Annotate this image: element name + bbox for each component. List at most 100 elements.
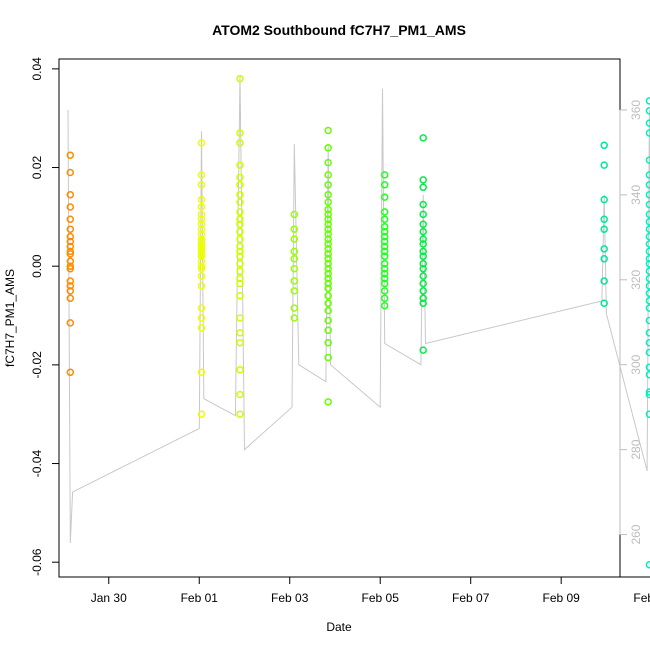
- data-point-flight-feb01: [197, 240, 206, 248]
- y-axis-label: fC7H7_PM1_AMS: [3, 269, 17, 367]
- x-axis: Jan 30 Feb 01 Feb 03 Feb 05 Feb 07 Feb 09 Feb …: [91, 576, 650, 605]
- data-point-flight-feb04: [324, 264, 332, 273]
- data-point-flight-feb10: [600, 225, 608, 233]
- data-point-flight-jan29: [66, 247, 75, 256]
- x-tick-label: Feb 07: [452, 591, 490, 605]
- data-point-flight-feb01: [197, 242, 206, 251]
- data-point-flight-feb04: [324, 299, 332, 307]
- data-point-flight-feb04: [324, 240, 332, 248]
- secondary-y-axis: 260 280 300 320 340 360: [619, 100, 643, 545]
- data-point-flight-feb02: [236, 161, 244, 169]
- data-point-flight-feb02: [236, 74, 244, 83]
- data-point-flight-feb06: [419, 252, 427, 261]
- data-point-flight-feb01: [197, 230, 206, 238]
- data-point-flight-feb02: [236, 181, 244, 189]
- data-point-flight-feb03: [290, 235, 299, 243]
- data-point-flight-feb05: [380, 269, 389, 278]
- data-point-flight-feb11: [645, 390, 650, 399]
- x-tick-label: Feb 05: [362, 591, 400, 605]
- secondary-y-tick-label: 300: [629, 354, 643, 374]
- data-point-flight-feb04: [324, 269, 332, 278]
- data-point-flight-feb05: [380, 259, 389, 268]
- data-point-flight-feb02: [236, 242, 244, 251]
- data-point-flight-feb02: [236, 247, 244, 256]
- y-tick-label: 0.04: [30, 57, 44, 81]
- data-point-flight-feb11: [645, 200, 650, 209]
- altitude-trace-layer: [67, 75, 650, 544]
- data-point-flight-feb03: [290, 210, 299, 219]
- data-point-flight-feb04: [324, 198, 332, 206]
- data-point-flight-jan29: [66, 151, 75, 159]
- data-point-flight-feb04: [324, 338, 332, 347]
- data-point-flight-feb06: [419, 183, 427, 192]
- data-point-flight-feb05: [380, 287, 389, 295]
- data-point-flight-feb01: [197, 250, 206, 258]
- secondary-y-tick-label: 260: [629, 524, 643, 544]
- data-point-flight-jan29: [66, 203, 75, 211]
- data-points-layer: [66, 74, 650, 569]
- data-point-flight-feb04: [324, 353, 332, 362]
- data-point-flight-feb06: [419, 346, 427, 354]
- data-point-flight-feb04: [324, 306, 332, 315]
- data-point-flight-feb04: [324, 274, 332, 283]
- data-point-flight-jan29: [66, 232, 75, 241]
- data-point-flight-feb10: [600, 299, 608, 307]
- data-point-flight-feb11: [645, 363, 650, 372]
- data-point-flight-feb03: [290, 304, 299, 312]
- data-point-flight-feb02: [236, 329, 244, 337]
- data-point-flight-feb11: [645, 156, 650, 164]
- data-point-flight-feb11: [645, 259, 650, 268]
- data-point-flight-feb01: [197, 282, 206, 290]
- data-point-flight-feb05: [380, 208, 389, 216]
- data-point-flight-feb01: [197, 237, 206, 246]
- data-point-flight-feb05: [380, 227, 389, 236]
- data-point-flight-feb06: [419, 299, 427, 307]
- data-point-flight-feb11: [645, 171, 650, 179]
- data-point-flight-jan29: [66, 225, 75, 233]
- data-point-flight-feb04: [324, 235, 332, 243]
- data-point-flight-feb03: [290, 287, 299, 295]
- data-point-flight-jan29: [66, 294, 75, 303]
- data-point-flight-feb01: [197, 314, 206, 322]
- data-point-flight-feb02: [236, 279, 244, 288]
- data-point-flight-jan29: [66, 257, 75, 266]
- data-point-flight-feb05: [380, 247, 389, 256]
- data-point-flight-feb06: [419, 247, 427, 256]
- secondary-y-tick-label: 320: [629, 269, 643, 289]
- chart-title: ATOM2 Southbound fC7H7_PM1_AMS: [212, 22, 466, 38]
- data-point-flight-feb05: [380, 181, 389, 189]
- data-point-flight-feb04: [324, 255, 332, 263]
- secondary-y-tick-label: 360: [629, 100, 643, 120]
- data-point-flight-feb04: [324, 181, 332, 189]
- data-point-flight-feb02: [236, 227, 244, 236]
- data-point-flight-feb06: [419, 240, 427, 248]
- x-tick-label: Feb 01: [181, 591, 219, 605]
- data-point-flight-feb01: [197, 220, 206, 229]
- data-point-flight-feb05: [380, 232, 389, 241]
- data-point-flight-feb06: [419, 259, 427, 268]
- data-point-flight-jan29: [66, 277, 75, 285]
- plot-area-border: [58, 58, 621, 578]
- data-point-flight-feb01: [197, 368, 206, 377]
- data-point-flight-jan29: [66, 168, 75, 177]
- data-point-flight-jan29: [66, 250, 75, 258]
- data-point-flight-feb04: [324, 220, 332, 229]
- data-point-flight-feb06: [419, 227, 427, 236]
- data-point-flight-feb02: [236, 129, 244, 137]
- data-point-flight-feb04: [324, 250, 332, 258]
- data-point-flight-jan29: [66, 264, 75, 273]
- y-axis: -0.06 -0.04 -0.02 0.00 0.02 0.04: [30, 57, 60, 576]
- data-point-flight-feb05: [380, 222, 389, 231]
- data-point-flight-feb01: [197, 245, 206, 253]
- data-point-flight-feb04: [324, 292, 332, 300]
- data-point-flight-feb11: [645, 218, 650, 226]
- data-point-flight-feb11: [645, 107, 650, 115]
- data-point-flight-feb03: [290, 247, 299, 256]
- x-tick-label: Feb 09: [543, 591, 581, 605]
- data-point-flight-feb02: [236, 173, 244, 182]
- data-point-flight-feb11: [645, 240, 650, 248]
- secondary-y-tick-label: 280: [629, 439, 643, 459]
- data-point-flight-feb06: [419, 134, 427, 142]
- data-point-flight-feb02: [236, 139, 244, 147]
